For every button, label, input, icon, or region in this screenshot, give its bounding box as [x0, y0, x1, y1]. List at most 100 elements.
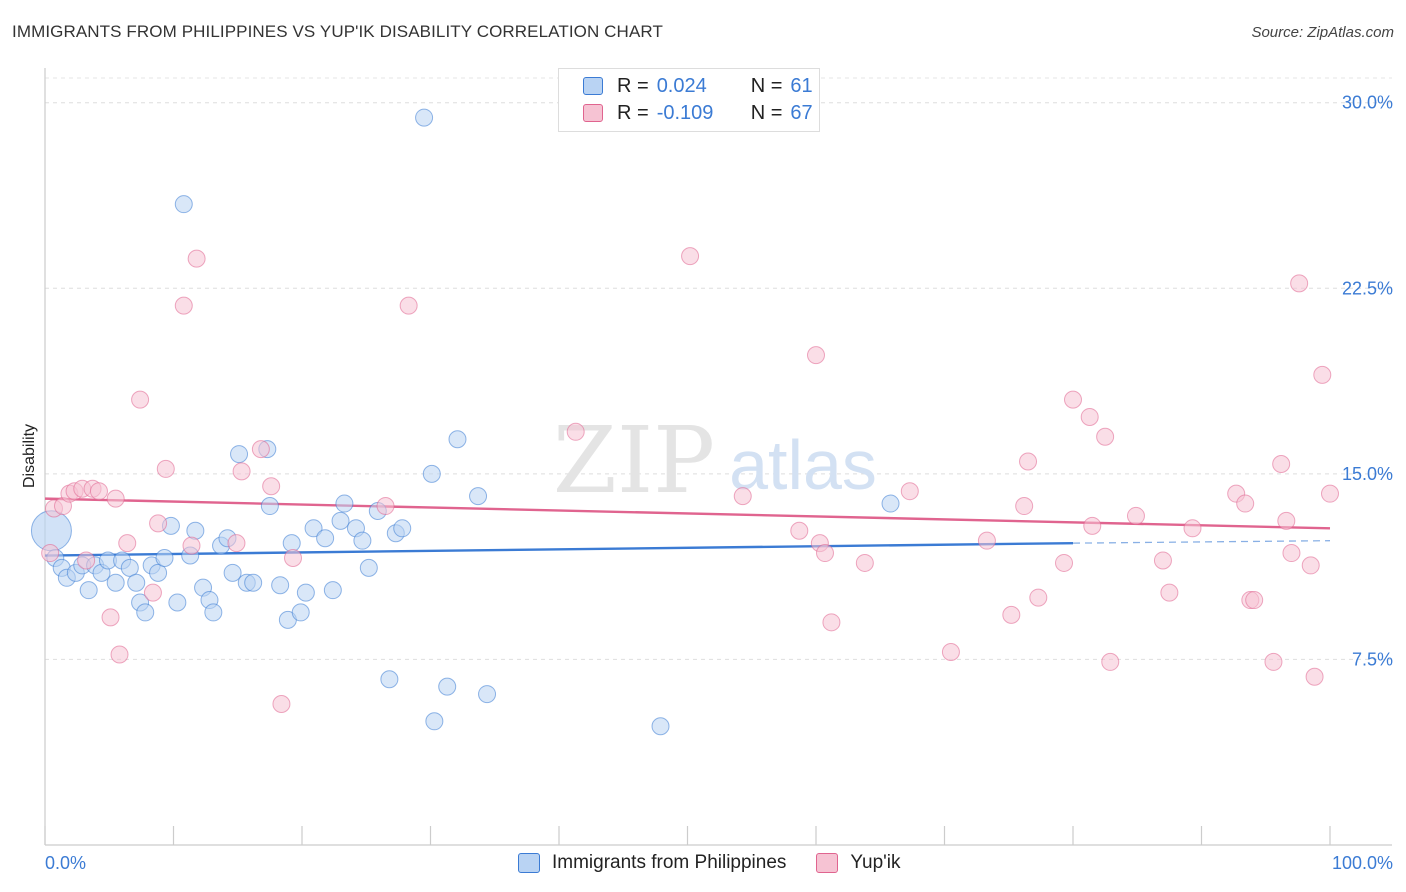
source-label: Source: ZipAtlas.com	[1251, 24, 1394, 41]
philippines-point	[448, 430, 467, 449]
philippines-point	[230, 445, 249, 464]
stats-legend: R = 0.024 N = 61 R = -0.109 N = 67	[558, 68, 820, 132]
philippines-point	[331, 511, 350, 530]
yupik-point	[143, 583, 162, 602]
yupik-point	[1245, 591, 1264, 610]
chart-title: IMMIGRANTS FROM PHILIPPINES VS YUP'IK DI…	[12, 22, 663, 41]
yupik-point	[227, 534, 246, 553]
legend-r-value: 0.024	[656, 74, 707, 97]
legend-row-philippines: R = 0.024 N = 61	[583, 75, 813, 97]
philippines-point	[79, 581, 98, 600]
legend-n-value: 61	[790, 74, 813, 97]
yupik-point	[815, 544, 834, 563]
yupik-point	[566, 422, 585, 441]
yupik-point	[284, 548, 303, 567]
yupik-point	[790, 521, 809, 540]
philippines-point	[478, 685, 497, 704]
legend-n-label: N =	[750, 101, 783, 124]
yupik-point	[1321, 484, 1339, 503]
yupik-point	[41, 544, 60, 563]
yupik-point	[1277, 511, 1296, 530]
yupik-point	[855, 553, 874, 572]
philippines-point	[469, 487, 488, 506]
yupik-point	[733, 487, 752, 506]
yupik-point	[1264, 652, 1283, 671]
yupik-point	[1019, 452, 1038, 471]
yupik-point	[1029, 588, 1048, 607]
yupik-point	[1126, 506, 1145, 525]
yupik-point	[1080, 407, 1099, 426]
legend-swatch-pink	[816, 853, 839, 873]
philippines-point	[651, 717, 670, 736]
yupik-point	[900, 482, 919, 501]
yupik-point	[1064, 390, 1082, 409]
yupik-point	[399, 296, 418, 315]
philippines-point	[316, 529, 335, 548]
philippines-point	[415, 108, 434, 127]
x-tick-label-min: 0.0%	[45, 853, 86, 873]
yupik-point	[77, 551, 96, 570]
legend-item-yupik[interactable]: Yup'ik	[816, 852, 901, 874]
yupik-point	[1272, 454, 1291, 473]
yupik-point	[1101, 652, 1120, 671]
philippines-point	[359, 558, 378, 577]
legend-swatch-pink	[583, 104, 603, 122]
yupik-point	[101, 608, 120, 627]
philippines-point	[120, 558, 139, 577]
yupik-point	[1236, 494, 1255, 513]
y-tick-label: 22.5%	[1342, 278, 1393, 298]
yupik-point	[156, 459, 175, 478]
philippines-point	[260, 497, 279, 516]
y-axis-label: Disability	[21, 424, 38, 488]
tick-labels: 7.5% 15.0% 22.5% 30.0% 0.0% 100.0%	[45, 93, 1393, 873]
yupik-point	[1313, 365, 1332, 384]
yupik-point	[1002, 605, 1021, 624]
philippines-point	[304, 519, 323, 538]
legend-label-yupik: Yup'ik	[850, 852, 901, 873]
y-tick-label: 30.0%	[1342, 93, 1393, 113]
legend-r-value: -0.109	[656, 101, 714, 124]
legend-swatch-blue	[583, 77, 603, 95]
legend-r-label: R =	[617, 74, 649, 97]
yupik-point	[1301, 556, 1320, 575]
philippines-point	[438, 677, 457, 696]
legend-label-philippines: Immigrants from Philippines	[552, 852, 787, 873]
yupik-point	[1305, 667, 1324, 686]
philippines-point	[186, 521, 205, 540]
yupik-point	[1015, 497, 1034, 516]
yupik-point	[182, 536, 201, 555]
yupik-point	[1183, 519, 1202, 538]
yupik-point	[941, 643, 960, 662]
philippines-trend-extension	[1072, 540, 1331, 544]
philippines-point	[271, 576, 290, 595]
philippines-point	[296, 583, 315, 602]
data-points	[30, 108, 1339, 736]
philippines-point	[136, 603, 155, 622]
philippines-point	[380, 670, 399, 689]
philippines-point	[353, 531, 372, 550]
yupik-point	[807, 346, 825, 365]
yupik-point	[149, 514, 168, 533]
yupik-point	[1290, 274, 1309, 293]
yupik-point	[681, 247, 700, 266]
yupik-point	[187, 249, 206, 268]
philippines-point	[168, 593, 187, 612]
watermark: ZIP atlas	[553, 407, 877, 514]
yupik-point	[1083, 516, 1102, 535]
philippines-point	[425, 712, 444, 731]
legend-n-value: 67	[790, 101, 813, 124]
philippines-point	[127, 573, 146, 592]
philippines-point	[393, 519, 412, 538]
philippines-point	[174, 195, 193, 214]
philippines-point	[291, 603, 310, 622]
yupik-point	[89, 482, 108, 501]
legend-swatch-blue	[518, 853, 540, 873]
grid-lines	[45, 77, 1392, 660]
yupik-point	[376, 497, 395, 516]
yupik-point	[1160, 583, 1179, 602]
yupik-point	[1055, 553, 1074, 572]
philippines-point	[422, 464, 441, 483]
legend-item-philippines[interactable]: Immigrants from Philippines	[518, 852, 786, 874]
yupik-point	[106, 489, 125, 508]
